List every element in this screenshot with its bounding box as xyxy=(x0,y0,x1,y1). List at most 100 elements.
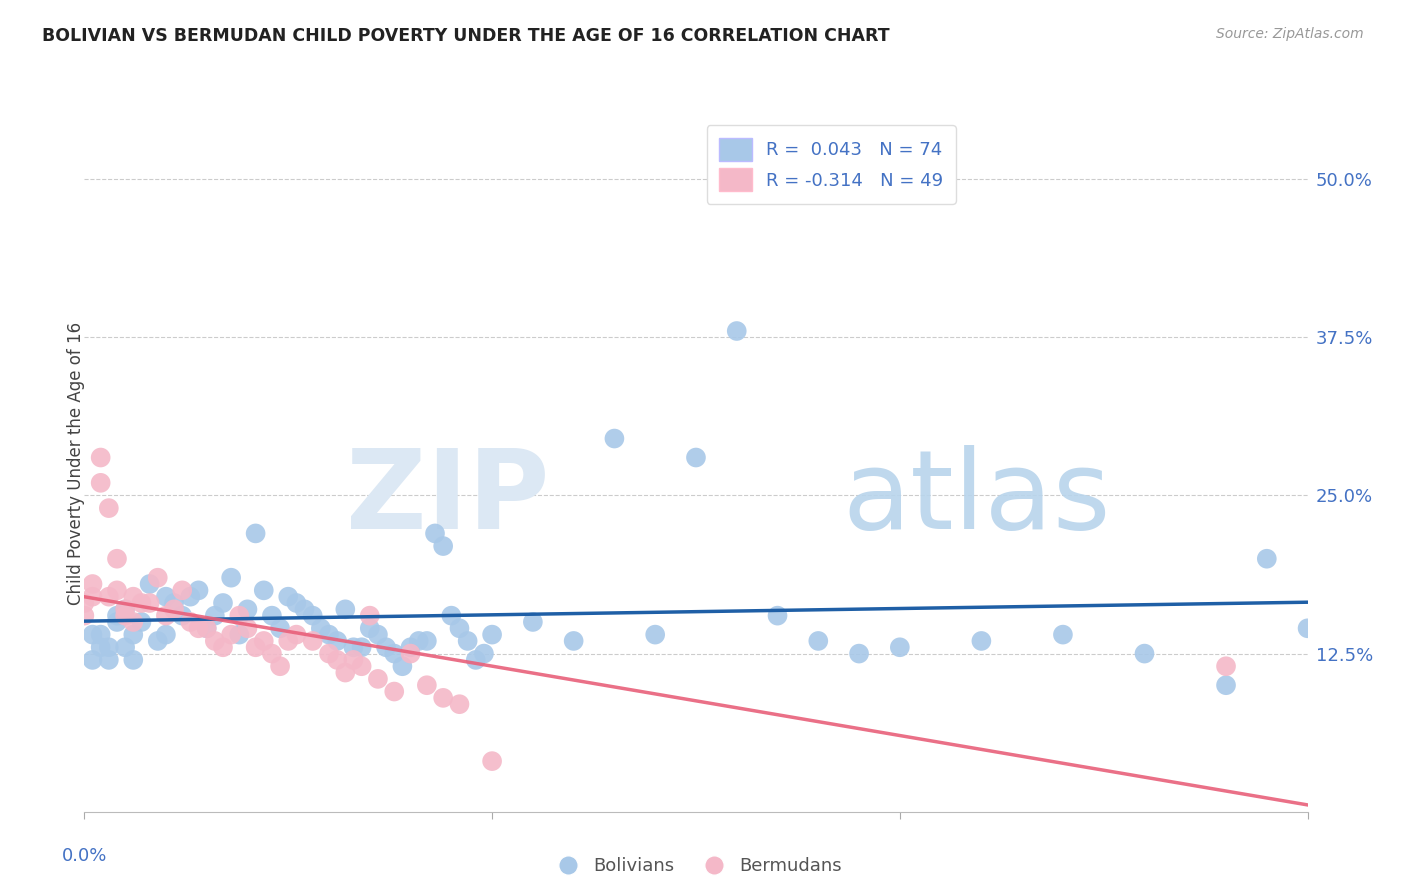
Text: Source: ZipAtlas.com: Source: ZipAtlas.com xyxy=(1216,27,1364,41)
Point xyxy=(1133,647,1156,661)
Point xyxy=(335,665,357,680)
Point xyxy=(82,653,104,667)
Point xyxy=(122,590,145,604)
Point xyxy=(228,627,250,641)
Point xyxy=(212,596,235,610)
Point xyxy=(82,577,104,591)
Point xyxy=(245,640,267,655)
Point xyxy=(131,615,153,629)
Point xyxy=(245,526,267,541)
Point xyxy=(399,640,422,655)
Point xyxy=(90,640,112,655)
Point xyxy=(725,324,748,338)
Point xyxy=(269,659,291,673)
Point xyxy=(1052,627,1074,641)
Point xyxy=(204,634,226,648)
Point xyxy=(82,627,104,641)
Point xyxy=(146,634,169,648)
Point xyxy=(236,602,259,616)
Point xyxy=(260,608,283,623)
Point xyxy=(172,608,194,623)
Point xyxy=(90,627,112,641)
Text: 0.0%: 0.0% xyxy=(62,847,107,864)
Point xyxy=(685,450,707,465)
Point xyxy=(105,551,128,566)
Point xyxy=(204,608,226,623)
Point xyxy=(375,640,398,655)
Point xyxy=(114,608,136,623)
Point xyxy=(172,583,194,598)
Point xyxy=(105,615,128,629)
Point xyxy=(179,615,201,629)
Point xyxy=(342,653,364,667)
Point xyxy=(236,621,259,635)
Point xyxy=(155,590,177,604)
Point xyxy=(82,590,104,604)
Point xyxy=(382,684,405,698)
Point xyxy=(335,602,357,616)
Point xyxy=(1215,659,1237,673)
Point xyxy=(367,627,389,641)
Point xyxy=(1296,621,1319,635)
Point xyxy=(449,697,471,711)
Point xyxy=(294,602,316,616)
Point xyxy=(195,621,218,635)
Point xyxy=(367,672,389,686)
Point xyxy=(318,647,340,661)
Point xyxy=(187,583,209,598)
Legend: Bolivians, Bermudans: Bolivians, Bermudans xyxy=(543,850,849,883)
Point xyxy=(131,596,153,610)
Point xyxy=(408,634,430,648)
Point xyxy=(382,647,405,661)
Point xyxy=(155,627,177,641)
Point xyxy=(138,596,160,610)
Point xyxy=(155,608,177,623)
Text: BOLIVIAN VS BERMUDAN CHILD POVERTY UNDER THE AGE OF 16 CORRELATION CHART: BOLIVIAN VS BERMUDAN CHILD POVERTY UNDER… xyxy=(42,27,890,45)
Point xyxy=(253,634,276,648)
Point xyxy=(114,602,136,616)
Point xyxy=(138,577,160,591)
Point xyxy=(457,634,479,648)
Point xyxy=(122,615,145,629)
Point xyxy=(301,608,323,623)
Point xyxy=(97,501,120,516)
Point xyxy=(97,640,120,655)
Point xyxy=(318,627,340,641)
Y-axis label: Child Poverty Under the Age of 16: Child Poverty Under the Age of 16 xyxy=(67,322,84,606)
Point xyxy=(253,583,276,598)
Point xyxy=(301,634,323,648)
Point xyxy=(277,634,299,648)
Point xyxy=(472,647,495,661)
Point xyxy=(228,608,250,623)
Point xyxy=(1215,678,1237,692)
Point xyxy=(260,647,283,661)
Point xyxy=(163,596,186,610)
Point xyxy=(416,634,439,648)
Point xyxy=(432,690,454,705)
Point xyxy=(195,621,218,635)
Point xyxy=(73,608,96,623)
Point xyxy=(326,634,349,648)
Point xyxy=(970,634,993,648)
Point xyxy=(766,608,789,623)
Point xyxy=(562,634,585,648)
Point xyxy=(309,621,332,635)
Point xyxy=(807,634,830,648)
Point xyxy=(423,526,446,541)
Point xyxy=(522,615,544,629)
Point xyxy=(187,621,209,635)
Point xyxy=(105,583,128,598)
Point xyxy=(350,659,373,673)
Point xyxy=(90,475,112,490)
Point xyxy=(603,432,626,446)
Point xyxy=(359,621,381,635)
Point xyxy=(163,602,186,616)
Point xyxy=(1256,551,1278,566)
Point xyxy=(399,647,422,661)
Point xyxy=(212,640,235,655)
Text: atlas: atlas xyxy=(842,445,1111,552)
Point xyxy=(350,640,373,655)
Point xyxy=(440,608,463,623)
Point xyxy=(219,627,242,641)
Point xyxy=(97,590,120,604)
